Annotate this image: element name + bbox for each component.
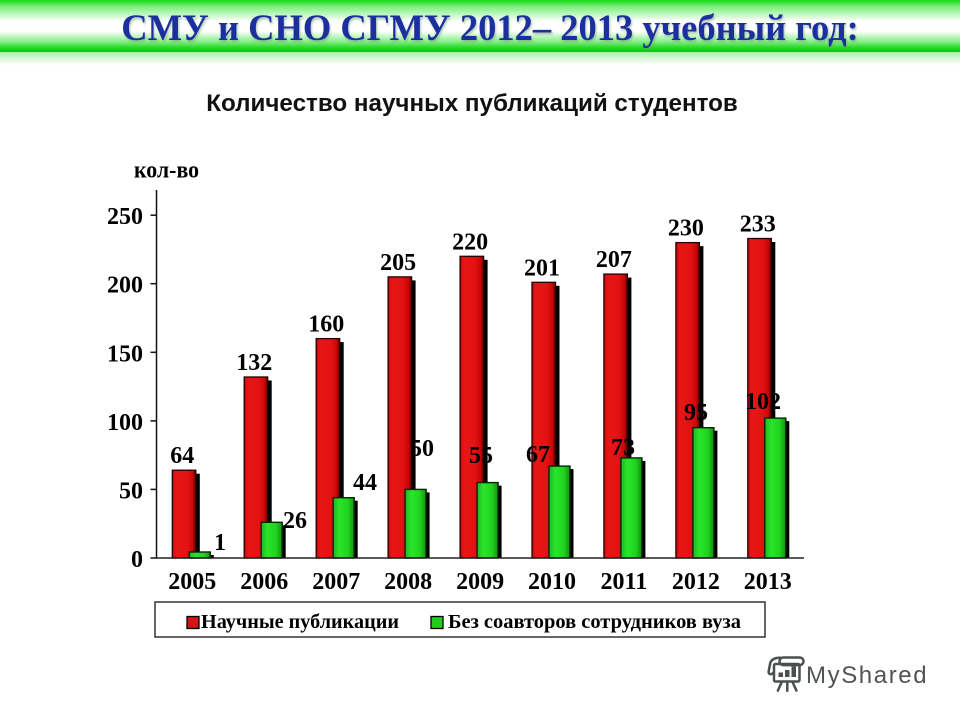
svg-text:230: 230 <box>668 216 704 242</box>
svg-text:67: 67 <box>526 442 550 468</box>
svg-text:205: 205 <box>380 250 416 276</box>
svg-text:160: 160 <box>308 312 344 338</box>
svg-text:1: 1 <box>214 530 226 556</box>
svg-text:150: 150 <box>107 341 143 367</box>
svg-text:233: 233 <box>740 212 776 238</box>
svg-text:Научные публикации: Научные публикации <box>201 611 399 633</box>
svg-text:26: 26 <box>283 508 307 534</box>
svg-text:2012: 2012 <box>672 569 720 595</box>
svg-text:220: 220 <box>452 229 488 255</box>
svg-text:73: 73 <box>611 435 635 461</box>
svg-text:100: 100 <box>107 410 143 436</box>
svg-text:0: 0 <box>131 547 143 573</box>
svg-text:201: 201 <box>524 255 560 281</box>
svg-text:2006: 2006 <box>240 569 288 595</box>
svg-text:64: 64 <box>170 443 194 469</box>
svg-text:50: 50 <box>119 478 143 504</box>
svg-text:2008: 2008 <box>384 569 432 595</box>
svg-text:2007: 2007 <box>312 569 360 595</box>
svg-text:207: 207 <box>596 247 632 273</box>
svg-text:95: 95 <box>684 400 708 426</box>
svg-text:2009: 2009 <box>456 569 504 595</box>
svg-text:2005: 2005 <box>168 569 216 595</box>
svg-text:200: 200 <box>107 273 143 299</box>
svg-text:2013: 2013 <box>744 569 792 595</box>
svg-text:2010: 2010 <box>528 569 576 595</box>
svg-text:кол-во: кол-во <box>134 158 199 184</box>
svg-text:44: 44 <box>353 470 377 496</box>
svg-text:2011: 2011 <box>601 569 648 595</box>
svg-text:250: 250 <box>107 204 143 230</box>
svg-text:50: 50 <box>410 436 434 462</box>
svg-text:102: 102 <box>745 389 781 415</box>
svg-text:Без соавторов сотрудников вуза: Без соавторов сотрудников вуза <box>448 611 741 633</box>
svg-text:55: 55 <box>469 443 493 469</box>
svg-text:132: 132 <box>236 350 272 376</box>
